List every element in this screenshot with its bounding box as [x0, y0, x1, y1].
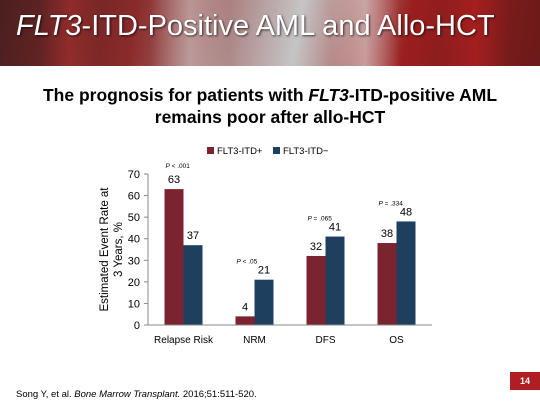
legend-swatch — [273, 147, 280, 154]
page-number: 14 — [510, 372, 540, 390]
y-axis-title-line2: 3 Years, % — [113, 222, 125, 277]
slide-title: FLT3-ITD-Positive AML and Allo-HCT — [16, 10, 495, 43]
banner-pencil-stripe — [440, 0, 510, 66]
banner-pencil-stripe — [330, 0, 400, 66]
subtitle-italic: FLT3 — [308, 85, 349, 105]
bar-value-label: 4 — [242, 301, 248, 313]
p-value-label: P = .334 — [379, 200, 404, 207]
y-tick-label: 30 — [128, 255, 140, 267]
subtitle-pre: The prognosis for patients with — [42, 85, 309, 105]
y-tick-label: 40 — [128, 234, 140, 246]
banner-pencil-stripe — [150, 0, 230, 66]
citation-journal: Bone Marrow Transplant. — [74, 389, 181, 400]
legend-swatch — [207, 147, 214, 154]
chart-bars: 63 37 P < .001 4 21P < .05 32 41P = .065 38 48P … — [164, 163, 416, 325]
bar-value-label: 37 — [187, 230, 199, 242]
p-value-label: P < .001 — [166, 163, 191, 170]
bar — [183, 245, 203, 325]
header-banner: FLT3-ITD-Positive AML and Allo-HCT — [0, 0, 540, 66]
subtitle-post: -ITD-positive AML — [348, 85, 498, 105]
bar — [377, 243, 397, 325]
citation-details: 2016;51:511-520. — [180, 389, 257, 400]
bar-value-label: 48 — [400, 206, 412, 218]
y-tick-label: 70 — [128, 169, 140, 181]
x-tick-label: Relapse Risk — [154, 335, 214, 346]
bar — [396, 221, 416, 325]
slide-subtitle: The prognosis for patients with FLT3-ITD… — [0, 84, 540, 128]
slide-title-rest: -ITD-Positive AML and Allo-HCT — [81, 10, 495, 42]
bar-value-label: 38 — [381, 228, 393, 240]
bar — [164, 189, 184, 325]
x-tick-label: DFS — [316, 335, 336, 346]
banner-pencil-stripe — [40, 0, 100, 66]
chart-legend: FLT3-ITD+ FLT3-ITD− — [207, 146, 329, 157]
y-tick-label: 10 — [128, 298, 140, 310]
y-tick-label: 60 — [128, 191, 140, 203]
y-axis: 0 10 20 30 40 50 60 70 — [128, 169, 149, 332]
y-tick-label: 0 — [134, 320, 140, 332]
legend-label: FLT3-ITD− — [283, 146, 329, 157]
bar-value-label: 32 — [310, 241, 322, 253]
y-axis-title-line1: Estimated Event Rate at — [99, 187, 111, 312]
bar — [306, 255, 326, 325]
x-tick-label: NRM — [243, 335, 266, 346]
y-tick-label: 20 — [128, 277, 140, 289]
legend-label: FLT3-ITD+ — [217, 146, 263, 157]
bar-value-label: 41 — [329, 222, 341, 234]
y-tick-label: 50 — [128, 212, 140, 224]
p-value-label: P < .05 — [237, 259, 258, 266]
bar — [235, 316, 255, 325]
bar-value-label: 63 — [168, 174, 180, 186]
y-axis-label: Estimated Event Rate at 3 Years, % — [99, 187, 125, 312]
x-tick-label: OS — [389, 335, 404, 346]
bar — [325, 236, 345, 325]
citation: Song Y, et al. Bone Marrow Transplant. 2… — [16, 389, 257, 400]
subtitle-line2: remains poor after allo-HCT — [154, 107, 386, 127]
bar-value-label: 21 — [258, 265, 270, 277]
slide-title-italic: FLT3 — [16, 10, 82, 42]
p-value-label: P = .065 — [308, 216, 333, 223]
bar — [254, 279, 274, 325]
citation-authors: Song Y, et al. — [16, 389, 75, 400]
x-axis: Relapse Risk NRM DFS OS — [148, 324, 432, 346]
